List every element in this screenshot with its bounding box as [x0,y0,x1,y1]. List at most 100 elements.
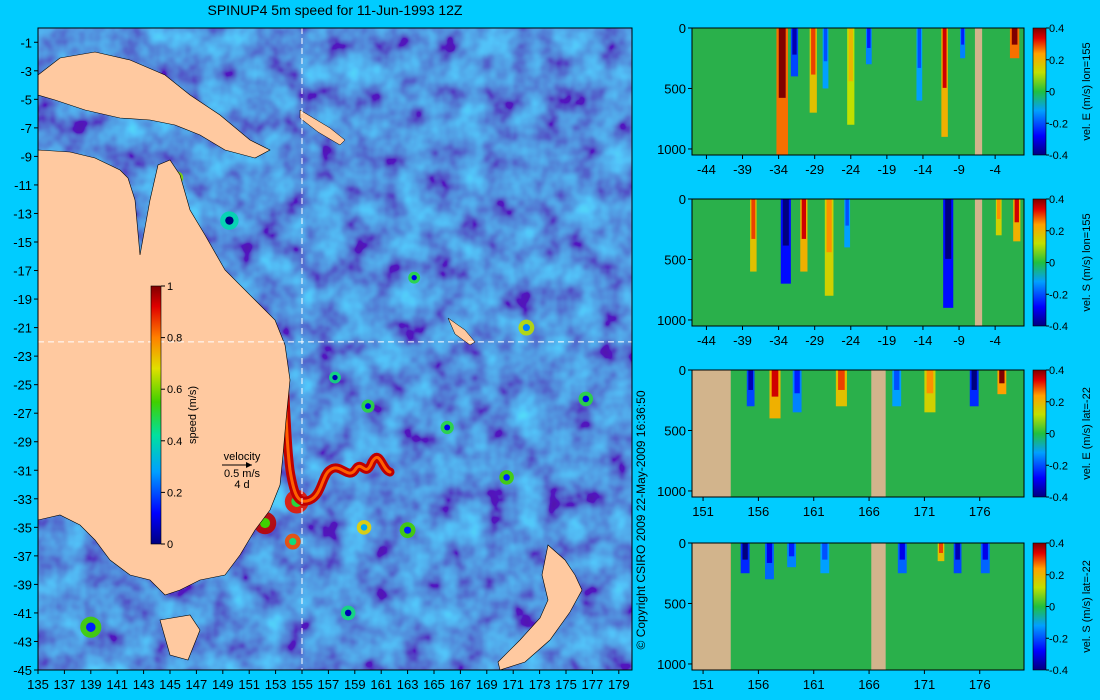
section-colorbar-tick-label: -0.4 [1049,665,1068,677]
section-colorbar-tick-label: -0.2 [1049,289,1068,301]
section-feature-core [867,28,871,48]
section-land [974,199,983,326]
section-land [692,370,731,497]
section-x-tick-label: 161 [803,504,825,519]
section-colorbar-tick-label: 0.2 [1049,397,1064,409]
east-australian-current-core [281,363,392,503]
section-colorbar [1032,369,1047,498]
velocity-legend-title: velocity [224,451,261,463]
section-panel-3: 151 156 161 166 171 176 0 500 1000 0.4 0.2 0 -0.2 -0.… [657,363,1093,519]
section-colorbar-tick-label: 0.4 [1049,194,1064,206]
section-feature-core [961,28,965,45]
section-x-tick-label: 171 [914,677,936,692]
section-y-tick-label: 500 [664,81,686,96]
section-feature-core [742,543,748,560]
section-feature-core [945,199,952,259]
map-y-tick-label: -29 [13,435,32,450]
section-feature-core [955,543,960,560]
eddy-core [404,526,412,534]
section-feature-core [811,28,816,75]
section-x-tick-label: -34 [769,162,788,177]
map-y-tick-label: -39 [13,577,32,592]
section-y-tick-label: 0 [679,21,686,36]
eddy-core [259,518,271,529]
section-feature-core [942,28,947,88]
eddy-core [522,324,530,332]
section-colorbar-tick-label: 0.2 [1049,226,1064,238]
section-feature-core [838,370,845,390]
section-x-tick-label: 156 [748,677,770,692]
eddy-core [344,609,352,617]
section-x-tick-label: -19 [877,333,896,348]
section-x-tick-label: -39 [733,162,752,177]
map-x-tick-label: 139 [80,677,102,692]
section-y-tick-label: 0 [679,536,686,551]
section-x-tick-label: 176 [969,504,991,519]
map-y-tick-label: -19 [13,292,32,307]
section-colorbar-label: vel. E (m/s) lon=155 [1081,42,1093,140]
section-land [692,543,731,670]
velocity-legend: velocity 0.5 m/s 4 d [222,451,261,491]
section-colorbar-tick-label: 0.4 [1049,365,1064,377]
speed-colorbar-tick-label: 0 [167,539,173,551]
map-frame [37,27,633,671]
velocity-legend-arrowhead [246,462,252,468]
eddy-core [86,622,96,632]
land-tasmania [159,614,201,661]
section-feature-core [845,199,849,226]
section-x-tick-label: 151 [692,677,714,692]
section-x-tick-label: -29 [805,162,824,177]
map-y-tick-label: -45 [13,663,32,678]
map-y-tick-label: -37 [13,549,32,564]
map-x-tick-label: 137 [54,677,76,692]
section-x-tick-label: 166 [858,504,880,519]
section-feature-core [971,370,977,390]
map-y-tick-label: -23 [13,349,32,364]
section-feature-core [788,543,795,557]
map-x-tick-label: 155 [291,677,313,692]
section-y-tick-label: 1000 [657,313,686,328]
section-colorbar-tick-label: 0 [1049,429,1055,441]
map-y-tick-label: -41 [13,606,32,621]
section-x-tick-label: -9 [953,333,965,348]
map-x-tick-label: 161 [370,677,392,692]
section-land [974,28,983,155]
section-x-tick-label: 176 [969,677,991,692]
section-colorbar-tick-label: -0.2 [1049,460,1068,472]
section-x-tick-label: -14 [914,333,933,348]
speed-map: 135 137 139 141 143 145 147 149 151 153 155 157 159 1… [13,27,633,692]
section-y-tick-label: 1000 [657,142,686,157]
section-panel-4: 151 156 161 166 171 176 0 500 1000 0.4 0.2 0 -0.2 -0.… [657,536,1093,692]
map-y-tick-label: -35 [13,520,32,535]
section-feature-core [939,543,943,553]
section-colorbar [1032,198,1047,327]
velocity-legend-speed: 0.5 m/s [224,468,261,480]
section-x-tick-label: 156 [748,504,770,519]
map-x-tick-label: 179 [608,677,630,692]
map-x-tick-label: 151 [238,677,260,692]
map-y-tick-label: -27 [13,406,32,421]
map-x-tick-label: 147 [186,677,208,692]
section-x-tick-label: -19 [877,162,896,177]
section-x-tick-label: 161 [803,677,825,692]
map-y-tick-label: -25 [13,378,32,393]
section-panel-1: -44 -39 -34 -29 -24 -19 -14 -9 -4 0 500 1000 0.4 0.2 0… [657,21,1093,177]
map-y-tick-label: -13 [13,206,32,221]
section-colorbar-label: vel. S (m/s) lat=-22 [1081,560,1093,653]
section-x-tick-label: -44 [697,162,716,177]
section-feature-core [997,199,1001,219]
section-feature-core [894,370,900,390]
map-x-tick-label: 167 [450,677,472,692]
eddy-core [503,474,510,481]
section-x-tick-label: -39 [733,333,752,348]
map-y-tick-label: -7 [20,121,32,136]
vertical-sections: -44 -39 -34 -29 -24 -19 -14 -9 -4 0 500 1000 0.4 0.2 0… [657,21,1093,692]
eddy-core [365,403,371,410]
section-feature-core [822,543,828,560]
section-colorbar-tick-label: 0.2 [1049,55,1064,67]
section-feature-core [1011,28,1018,45]
map-x-tick-label: 173 [529,677,551,692]
section-feature-core [782,199,789,246]
section-x-tick-label: -9 [953,162,965,177]
